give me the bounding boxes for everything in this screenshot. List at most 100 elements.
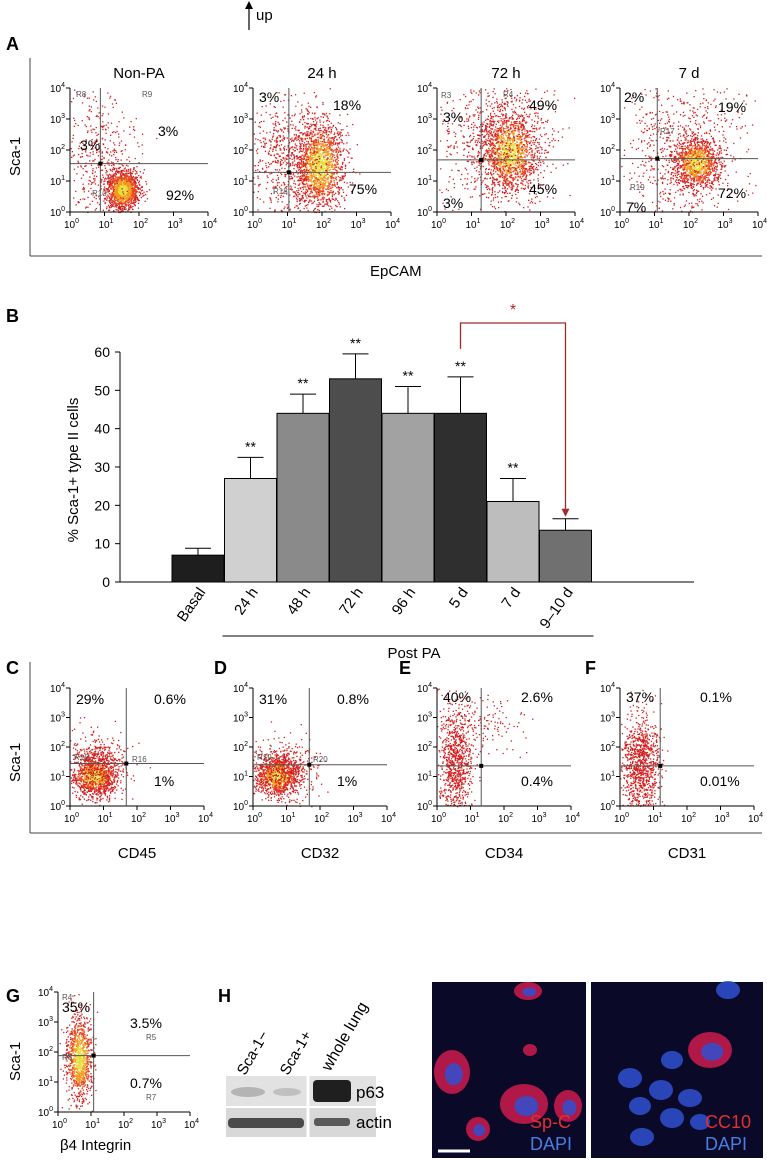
gate-region-label: R18 [273, 187, 288, 196]
x-tick-label: 104 [385, 218, 400, 231]
x-tick-label: 100 [431, 812, 446, 825]
x-tick-label: 72 h [336, 585, 367, 619]
quadrant-percent: 0.6% [154, 691, 186, 707]
quadrant-percent: 1% [154, 773, 174, 789]
y-tick-label: 102 [233, 144, 248, 157]
lane-label-sca1-neg: Sca-1− [234, 1028, 273, 1078]
significance-mark: ** [508, 460, 519, 476]
panel-j-micrograph: CC10 DAPI [591, 981, 763, 1158]
bar-72h [329, 378, 382, 583]
x-tick-label: 103 [535, 218, 550, 231]
band-p63-lane3 [313, 1080, 351, 1102]
gate-region-label: R19 [630, 183, 645, 192]
gate-region-label: R5 [146, 1033, 157, 1042]
panel-label-h: H [218, 986, 231, 1006]
quadrant-percent: 3% [259, 89, 279, 105]
x-tick-label: 101 [465, 812, 480, 825]
x-tick-label: 24 h [231, 585, 262, 619]
y-tick-label: 10 [94, 536, 110, 552]
bar-96h [381, 412, 435, 583]
panel-h-blot: Sca-1− Sca-1+ whole lung p63 actin [226, 999, 392, 1137]
significance-mark: ** [403, 368, 414, 384]
y-tick-label: 20 [94, 497, 110, 513]
y-tick-label: 100 [600, 800, 615, 813]
x-tick-label: 101 [648, 812, 663, 825]
flow-plot-a-2-events [253, 88, 361, 214]
y-tick-label: 101 [38, 1076, 53, 1089]
y-tick-label: 102 [600, 741, 615, 754]
x-tick-label: 104 [752, 218, 767, 231]
y-tick-label: 104 [600, 82, 615, 95]
y-tick-label: 40 [94, 421, 110, 437]
bar-48h [276, 412, 330, 583]
x-tick-label: 102 [118, 1118, 133, 1131]
x-tick-label: 96 h [389, 585, 420, 619]
gate-region-label: R17 [660, 127, 675, 136]
quadrant-percent: 1% [337, 773, 357, 789]
x-tick-label: 101 [281, 812, 296, 825]
panel-g-ylabel: Sca-1 [7, 1042, 24, 1081]
band-label-p63: p63 [356, 1083, 384, 1102]
up-label: up [256, 7, 273, 24]
quadrant-percent: 3% [443, 195, 463, 211]
stained-cell [554, 1090, 582, 1122]
y-tick-label: 60 [94, 344, 110, 360]
bar-5d [434, 412, 487, 583]
flow-plot-a-4-events [621, 88, 757, 213]
stained-cell [523, 1044, 537, 1056]
gate-region-label: R15 [74, 753, 89, 762]
bar-basal [171, 554, 225, 583]
stained-cell [678, 1089, 702, 1107]
x-tick-label: 104 [381, 812, 396, 825]
x-tick-label: 102 [683, 218, 698, 231]
x-tick-label: 102 [133, 218, 148, 231]
panel-label-f: F [585, 658, 596, 678]
gate-region-label: R7 [146, 1093, 157, 1102]
y-tick-label: 100 [50, 800, 65, 813]
plot-xlabel: CD34 [485, 845, 523, 862]
plot-title: 24 h [307, 65, 336, 82]
panel-g: Sca-1 β4 Integrin 1001001011011021021031… [7, 986, 199, 1154]
stained-cell [466, 1117, 490, 1141]
y-tick-label: 103 [50, 113, 65, 126]
x-tick-label: 101 [649, 218, 664, 231]
y-tick-label: 104 [600, 682, 615, 695]
y-tick-label: 104 [38, 986, 53, 999]
panel-i-micrograph: Sp-C DAPI [432, 982, 586, 1158]
y-tick-label: 103 [600, 712, 615, 725]
stained-cell [514, 982, 542, 1000]
quadrant-percent: 40% [443, 689, 471, 705]
x-tick-label: 100 [614, 218, 629, 231]
stained-cell [661, 1051, 683, 1069]
quadrant-percent: 72% [718, 185, 746, 201]
quadrant-percent: 29% [76, 691, 104, 707]
y-tick-label: 101 [600, 175, 615, 188]
y-tick-label: 103 [38, 1016, 53, 1029]
x-tick-label: 101 [85, 1118, 100, 1131]
x-tick-label: 100 [64, 218, 79, 231]
y-tick-label: 50 [94, 382, 110, 398]
quadrant-percent: 7% [626, 199, 646, 215]
y-tick-label: 104 [417, 682, 432, 695]
band-p63-lane2 [273, 1088, 301, 1096]
x-tick-label: 104 [565, 812, 580, 825]
y-tick-label: 103 [600, 113, 615, 126]
panel-j-stain2: DAPI [705, 1134, 747, 1154]
y-tick-label: 101 [50, 175, 65, 188]
panel-label-b: B [6, 306, 19, 326]
y-tick-label: 102 [600, 144, 615, 157]
quadrant-percent: 0.8% [337, 691, 369, 707]
x-tick-label: 103 [168, 218, 183, 231]
gate-region-label: R4 [503, 90, 514, 99]
panel-i-stain2: DAPI [530, 1134, 572, 1154]
x-tick-label: 102 [316, 218, 331, 231]
x-tick-label: 101 [466, 218, 481, 231]
lane-label-sca1-pos: Sca-1+ [277, 1028, 316, 1078]
x-tick-label: 100 [614, 812, 629, 825]
x-tick-label: 101 [99, 218, 114, 231]
stained-cell [716, 981, 740, 999]
